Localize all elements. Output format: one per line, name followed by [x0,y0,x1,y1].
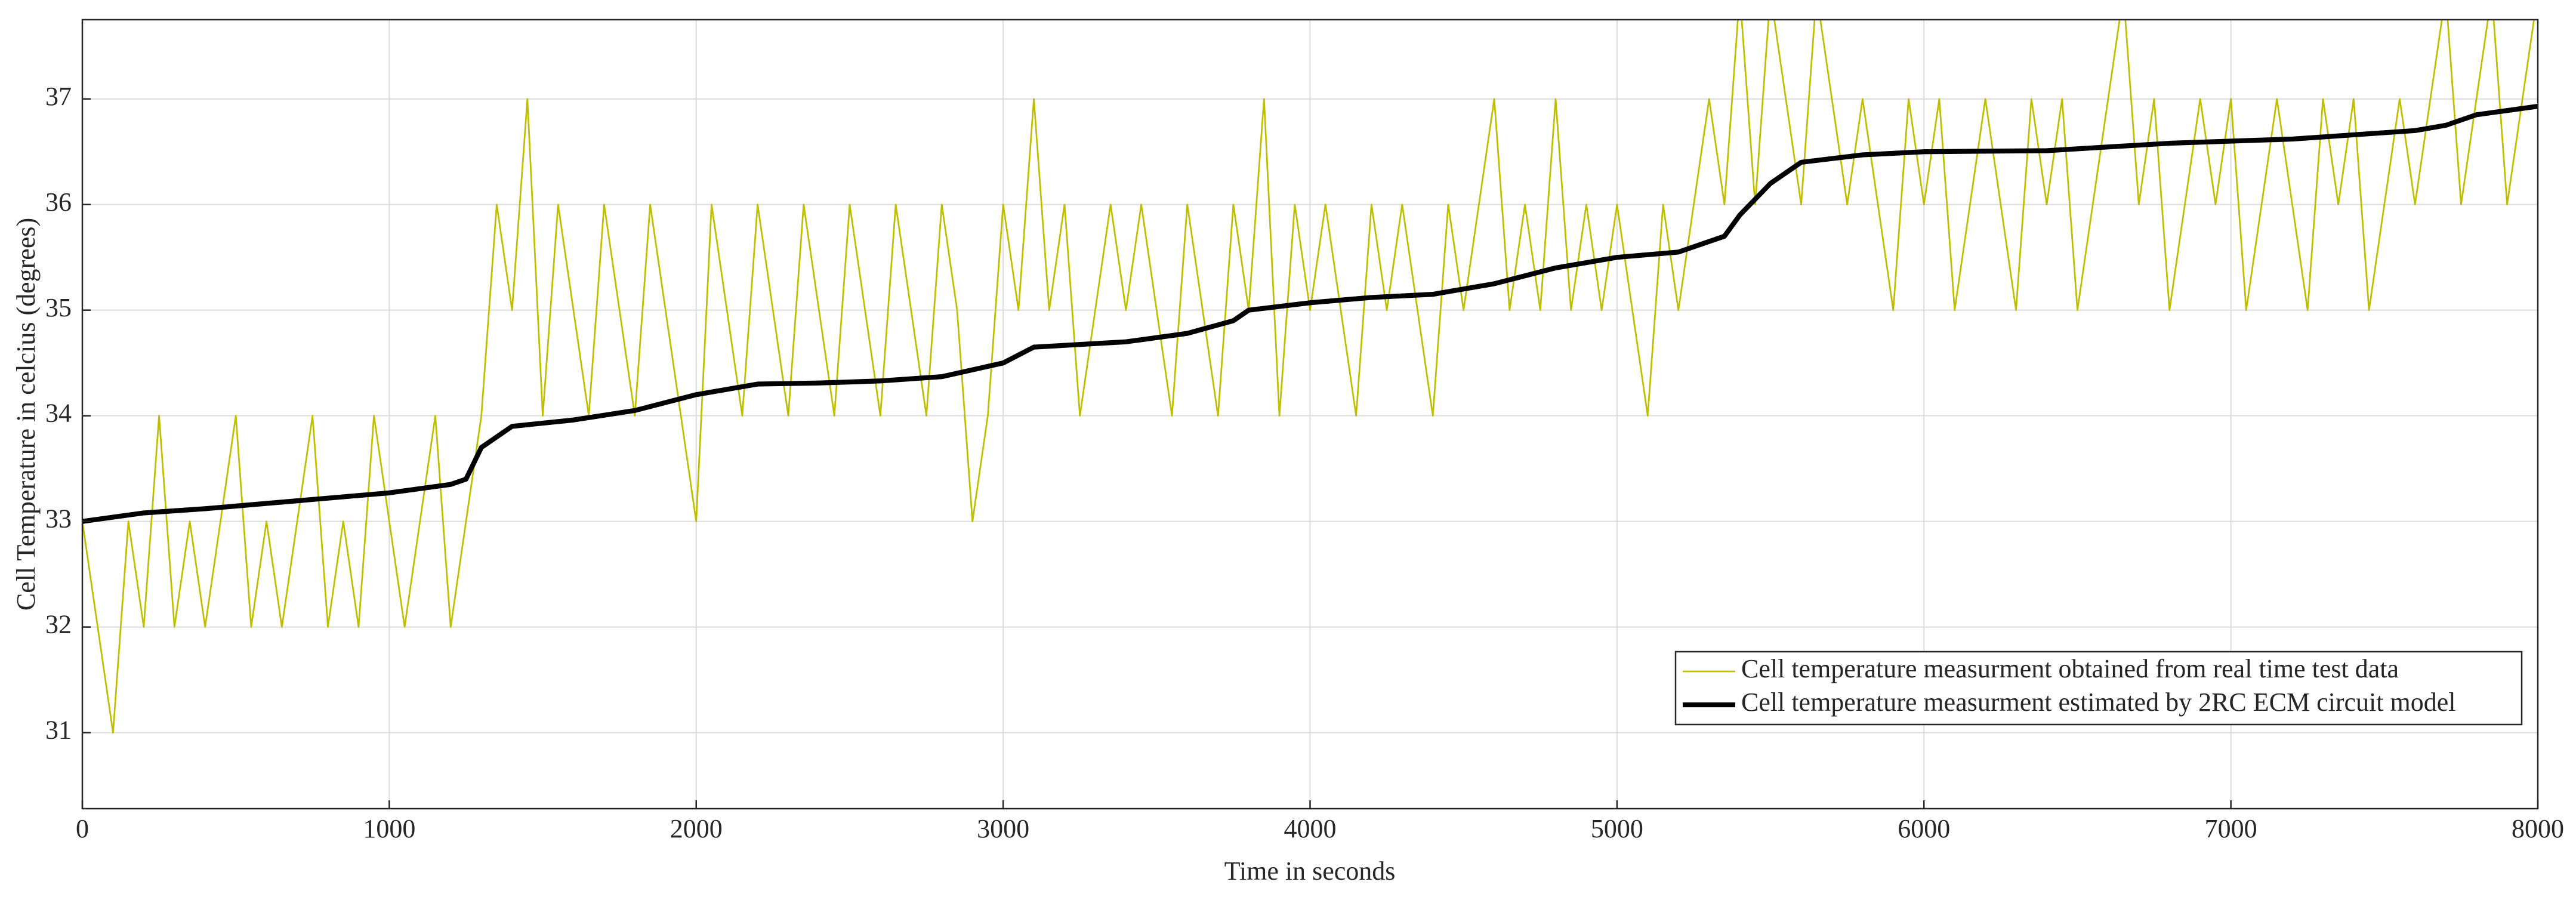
x-tick-label: 7000 [2205,814,2257,843]
x-tick-label: 1000 [363,814,415,843]
x-tick-label: 8000 [2512,814,2564,843]
x-axis-label: Time in seconds [1224,856,1396,886]
legend-box [1674,651,2523,726]
y-tick-label: 35 [45,293,72,322]
y-tick-label: 32 [45,610,72,639]
y-tick-label: 37 [45,82,72,111]
y-tick-label: 36 [45,187,72,217]
y-tick-label: 33 [45,504,72,534]
x-tick-label: 2000 [670,814,723,843]
data-line [82,104,2538,524]
x-tick-label: 5000 [1591,814,1643,843]
plot-area [82,20,2538,733]
x-tick-label: 6000 [1898,814,1950,843]
y-axis-label: Cell Temperature in celcius (degrees) [11,218,41,611]
x-tick-label: 3000 [977,814,1029,843]
data-line [82,20,2535,733]
x-tick-label: 0 [76,814,89,843]
legend-label: Cell temperature measurment obtained fro… [1741,654,2399,683]
y-tick-label: 31 [45,716,72,745]
x-tick-label: 4000 [1284,814,1337,843]
legend: Cell temperature measurment obtained fro… [1674,651,2523,726]
ticks: 0 1000 2000 3000 4000 5000 6000 7000 8000 31 32 33 3… [45,82,2564,843]
y-tick-label: 34 [45,399,72,428]
legend-label: Cell temperature measurment estimated by… [1741,688,2455,717]
